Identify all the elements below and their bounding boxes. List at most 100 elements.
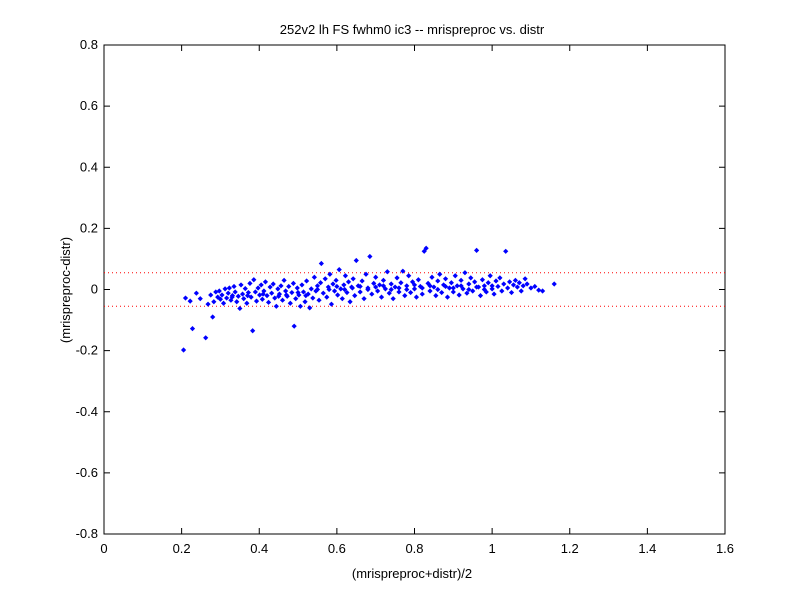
data-point (267, 284, 273, 290)
y-tick-label: -0.4 (76, 404, 98, 419)
data-point (272, 295, 278, 301)
data-point (261, 288, 267, 294)
data-point (390, 296, 396, 302)
data-point (456, 292, 462, 298)
data-point (429, 274, 435, 280)
data-point (342, 286, 348, 293)
data-point (489, 286, 495, 292)
data-point (433, 293, 439, 299)
data-point (344, 289, 350, 296)
data-point (289, 289, 295, 296)
data-point (318, 260, 324, 267)
data-point (335, 292, 341, 298)
data-point (182, 295, 189, 301)
data-point (193, 290, 199, 296)
data-point (241, 296, 247, 302)
data-point (242, 285, 248, 292)
x-tick-label: 1.2 (561, 541, 579, 556)
data-point (371, 280, 377, 286)
data-point (357, 283, 363, 290)
data-point (411, 286, 418, 292)
data-point (452, 273, 458, 279)
data-point (219, 292, 225, 298)
data-point (287, 300, 293, 306)
data-point (307, 305, 313, 311)
data-point (464, 290, 470, 296)
y-tick-label: 0 (91, 282, 98, 297)
data-point (235, 293, 241, 299)
data-point (411, 282, 418, 288)
data-point (427, 288, 433, 294)
data-point (203, 335, 209, 341)
data-point (330, 281, 336, 287)
data-point (394, 275, 400, 281)
data-point (339, 296, 345, 302)
chart-title: 252v2 lh FS fwhm0 ic3 -- mrispreproc vs.… (280, 22, 545, 37)
data-point (508, 289, 515, 296)
data-point (299, 282, 305, 288)
data-point (260, 291, 266, 297)
data-point (197, 296, 203, 302)
data-point (275, 286, 281, 292)
data-point (384, 269, 390, 275)
data-point (378, 294, 385, 300)
data-point (396, 285, 402, 291)
data-point (189, 326, 196, 332)
data-point (408, 289, 414, 296)
data-point (328, 301, 335, 307)
x-tick-label: 0.8 (405, 541, 423, 556)
data-point (388, 286, 394, 293)
data-point (450, 289, 456, 295)
data-point (229, 294, 235, 300)
data-point (520, 283, 526, 289)
data-point (431, 284, 437, 290)
data-point (551, 281, 557, 287)
data-point (402, 293, 408, 299)
data-point (317, 280, 324, 286)
data-point (503, 248, 509, 254)
data-point (349, 285, 355, 291)
data-point (427, 283, 433, 289)
data-point (300, 289, 307, 295)
data-point (419, 291, 425, 297)
x-tick-label: 0.2 (173, 541, 191, 556)
data-point (311, 274, 317, 280)
data-point (458, 283, 464, 289)
data-point (270, 281, 276, 287)
data-point (477, 293, 484, 299)
data-point (481, 286, 487, 293)
data-point (376, 282, 383, 288)
data-point (493, 278, 499, 284)
data-point (425, 280, 431, 286)
data-point (485, 280, 491, 286)
data-point (367, 253, 373, 260)
y-tick-label: 0.6 (80, 98, 98, 113)
data-point (251, 277, 257, 283)
data-point (347, 299, 353, 305)
data-point (283, 292, 290, 298)
data-point (333, 277, 339, 283)
data-point (435, 286, 441, 293)
data-point (341, 282, 347, 288)
data-point (359, 278, 365, 284)
data-point (313, 288, 319, 294)
data-point (512, 277, 519, 283)
data-point (316, 297, 322, 303)
data-point (180, 347, 187, 353)
x-axis-label: (mrispreproc+distr)/2 (352, 566, 472, 581)
data-point (363, 271, 369, 277)
data-point (210, 314, 216, 320)
data-point (303, 293, 309, 299)
data-point (522, 276, 528, 282)
data-point (472, 279, 478, 285)
data-point (400, 268, 406, 274)
data-point (437, 271, 443, 277)
data-point (245, 289, 251, 296)
data-point (514, 284, 520, 290)
data-point (404, 286, 410, 293)
data-point (314, 286, 321, 293)
y-tick-label: 0.8 (80, 37, 98, 52)
x-tick-label: 0.6 (328, 541, 346, 556)
data-point (308, 286, 314, 292)
data-point (524, 281, 530, 287)
